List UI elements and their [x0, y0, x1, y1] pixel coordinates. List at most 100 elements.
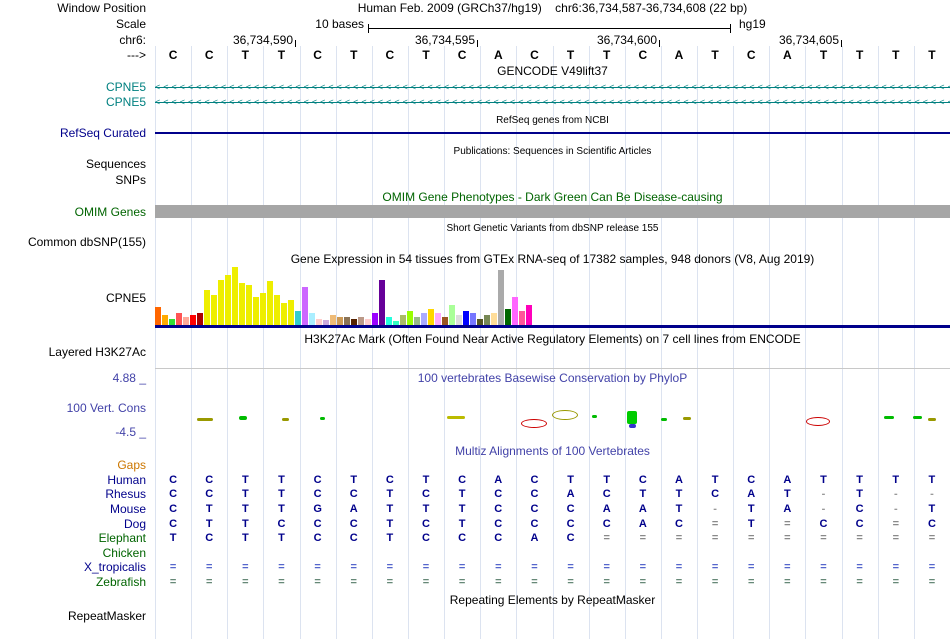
- gtex-track-label[interactable]: CPNE5: [105, 291, 146, 305]
- aligned-base: T: [422, 474, 430, 486]
- gtex-tissue-bar[interactable]: [246, 285, 252, 325]
- h3k27ac-track-label[interactable]: Layered H3K27Ac: [48, 345, 146, 359]
- gtex-tissue-bar[interactable]: [225, 275, 231, 325]
- gtex-tissue-bar[interactable]: [365, 319, 371, 325]
- gene-model-cpne5-2[interactable]: <<<<<<<<<<<<<<<<<<<<<<<<<<<<<<<<<<<<<<<<…: [155, 96, 950, 109]
- gtex-track-title[interactable]: Gene Expression in 54 tissues from GTEx …: [290, 252, 815, 266]
- gtex-tissue-bar[interactable]: [323, 320, 329, 325]
- gtex-tissue-bar[interactable]: [484, 315, 490, 325]
- gtex-tissue-bar[interactable]: [316, 319, 322, 325]
- gtex-tissue-bar[interactable]: [526, 305, 532, 325]
- publications-track-title[interactable]: Publications: Sequences in Scientific Ar…: [453, 146, 652, 157]
- gtex-tissue-bar[interactable]: [358, 317, 364, 325]
- gtex-tissue-bar[interactable]: [379, 280, 385, 325]
- gtex-tissue-bar[interactable]: [456, 315, 462, 325]
- gtex-tissue-bar[interactable]: [288, 300, 294, 325]
- gtex-tissue-bar[interactable]: [491, 313, 497, 325]
- aligned-base: =: [711, 561, 719, 573]
- gtex-tissue-bar[interactable]: [498, 270, 504, 325]
- gene-model-cpne5-1[interactable]: <<<<<<<<<<<<<<<<<<<<<<<<<<<<<<<<<<<<<<<<…: [155, 81, 950, 94]
- gtex-tissue-bar[interactable]: [421, 313, 427, 325]
- gtex-tissue-bar[interactable]: [211, 295, 217, 325]
- aligned-base: C: [349, 518, 358, 530]
- species-label-dog[interactable]: Dog: [123, 517, 146, 531]
- gtex-tissue-bar[interactable]: [330, 315, 336, 325]
- gtex-tissue-bar[interactable]: [162, 315, 168, 325]
- omim-track-title[interactable]: OMIM Gene Phenotypes - Dark Green Can Be…: [382, 190, 723, 204]
- gtex-tissue-bar[interactable]: [505, 309, 511, 325]
- gtex-tissue-bar[interactable]: [204, 290, 210, 325]
- species-label-elephant[interactable]: Elephant: [98, 531, 146, 545]
- publications-track-label[interactable]: Sequences: [85, 157, 146, 171]
- gtex-tissue-bar[interactable]: [344, 317, 350, 325]
- refseq-track-title[interactable]: RefSeq genes from NCBI: [496, 115, 609, 126]
- gtex-tissue-bar[interactable]: [400, 315, 406, 325]
- gtex-tissue-bar[interactable]: [183, 317, 189, 325]
- repeatmasker-track-title[interactable]: Repeating Elements by RepeatMasker: [449, 593, 656, 607]
- conservation-mark: [884, 416, 894, 419]
- gtex-tissue-bar[interactable]: [197, 313, 203, 325]
- conservation-mark: [552, 410, 578, 420]
- refseq-track-label[interactable]: RefSeq Curated: [59, 126, 146, 140]
- species-label-x_tropicalis[interactable]: X_tropicalis: [83, 560, 146, 574]
- gtex-tissue-bar[interactable]: [351, 319, 357, 325]
- gtex-tissue-bar[interactable]: [414, 317, 420, 325]
- dbsnp-track-label[interactable]: Common dbSNP(155): [27, 235, 146, 249]
- species-label-mouse[interactable]: Mouse: [109, 502, 146, 516]
- gtex-tissue-bar[interactable]: [155, 307, 161, 325]
- aligned-base: T: [278, 532, 285, 544]
- gtex-tissue-bar[interactable]: [260, 293, 266, 325]
- gtex-tissue-bar[interactable]: [176, 313, 182, 325]
- gtex-tissue-bar[interactable]: [295, 311, 301, 325]
- aligned-base: =: [856, 561, 863, 573]
- gene-label-cpne5-2[interactable]: CPNE5: [105, 95, 146, 109]
- gtex-tissue-bar[interactable]: [253, 297, 259, 325]
- species-label-zebrafish[interactable]: Zebrafish: [95, 575, 146, 589]
- omim-genes-bar[interactable]: [155, 205, 950, 218]
- gtex-tissue-bar[interactable]: [407, 311, 413, 325]
- gtex-tissue-bar[interactable]: [442, 317, 448, 325]
- gtex-tissue-bar[interactable]: [309, 313, 315, 325]
- gtex-tissue-bar[interactable]: [372, 313, 378, 325]
- snps-track-label[interactable]: SNPs: [115, 173, 146, 187]
- species-label-chicken[interactable]: Chicken: [102, 546, 146, 560]
- gtex-tissue-bar[interactable]: [267, 281, 273, 325]
- gtex-tissue-bar[interactable]: [428, 309, 434, 325]
- gtex-tissue-bar[interactable]: [393, 321, 399, 325]
- gtex-tissue-bar[interactable]: [470, 313, 476, 325]
- gtex-expression-bars[interactable]: [155, 267, 950, 325]
- omim-track-label[interactable]: OMIM Genes: [74, 205, 146, 219]
- dbsnp-track-title[interactable]: Short Genetic Variants from dbSNP releas…: [446, 223, 659, 234]
- phylop-track-title[interactable]: 100 vertebrates Basewise Conservation by…: [417, 371, 688, 385]
- refseq-gene-line[interactable]: [155, 132, 950, 134]
- gtex-tissue-bar[interactable]: [519, 311, 525, 325]
- species-label-gaps[interactable]: Gaps: [117, 458, 146, 472]
- multiz-track-title[interactable]: Multiz Alignments of 100 Vertebrates: [455, 444, 650, 458]
- gene-label-cpne5-1[interactable]: CPNE5: [105, 80, 146, 94]
- gtex-tissue-bar[interactable]: [190, 315, 196, 325]
- gtex-tissue-bar[interactable]: [274, 295, 280, 325]
- scale-bar: [368, 24, 731, 33]
- base-letter: T: [277, 48, 286, 62]
- h3k27ac-track-title[interactable]: H3K27Ac Mark (Often Found Near Active Re…: [304, 332, 801, 346]
- gtex-tissue-bar[interactable]: [449, 305, 455, 325]
- gtex-tissue-bar[interactable]: [232, 267, 238, 325]
- repeatmasker-track-label[interactable]: RepeatMasker: [67, 609, 146, 623]
- gtex-tissue-bar[interactable]: [302, 287, 308, 325]
- gtex-tissue-bar[interactable]: [218, 280, 224, 325]
- gtex-tissue-bar[interactable]: [239, 283, 245, 325]
- species-label-human[interactable]: Human: [107, 473, 146, 487]
- aligned-base: A: [566, 488, 575, 500]
- gtex-tissue-bar[interactable]: [477, 319, 483, 325]
- gtex-tissue-bar[interactable]: [169, 319, 175, 325]
- gtex-tissue-bar[interactable]: [512, 297, 518, 325]
- species-label-rhesus[interactable]: Rhesus: [105, 487, 146, 501]
- phylop-track-label[interactable]: 100 Vert. Cons: [66, 401, 146, 415]
- gencode-track-title[interactable]: GENCODE V49lift37: [497, 64, 608, 78]
- gtex-tissue-bar[interactable]: [435, 313, 441, 325]
- gtex-tissue-bar[interactable]: [281, 303, 287, 325]
- gtex-tissue-bar[interactable]: [386, 317, 392, 325]
- gtex-tissue-bar[interactable]: [337, 317, 343, 325]
- gtex-tissue-bar[interactable]: [463, 311, 469, 325]
